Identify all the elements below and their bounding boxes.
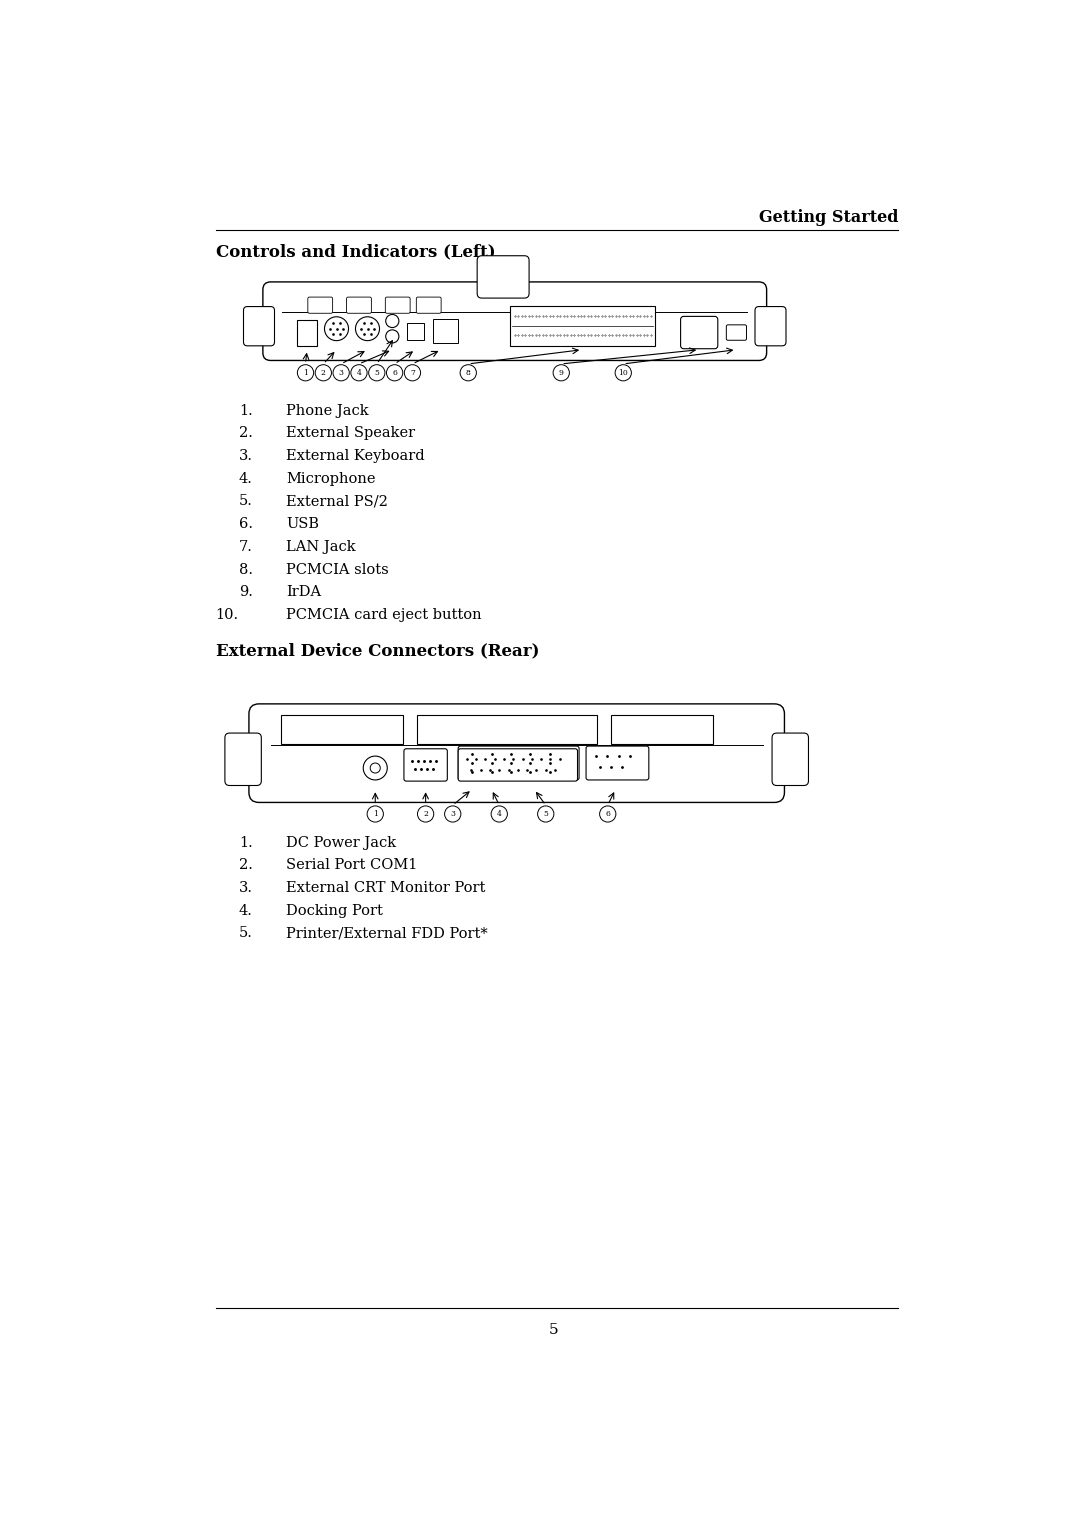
Text: 4.: 4. (239, 903, 253, 918)
FancyBboxPatch shape (477, 255, 529, 298)
Text: External Keyboard: External Keyboard (286, 449, 424, 463)
Text: 8.: 8. (239, 562, 253, 576)
Text: 9: 9 (558, 368, 564, 377)
Text: External Device Connectors (Rear): External Device Connectors (Rear) (216, 642, 540, 659)
Text: 4: 4 (356, 368, 362, 377)
FancyBboxPatch shape (416, 296, 441, 313)
FancyBboxPatch shape (243, 307, 274, 345)
Text: LAN Jack: LAN Jack (286, 539, 355, 553)
Text: 3: 3 (450, 810, 456, 817)
Text: 5: 5 (543, 810, 549, 817)
FancyBboxPatch shape (611, 715, 713, 744)
Text: 4: 4 (497, 810, 502, 817)
FancyBboxPatch shape (458, 749, 578, 781)
Text: 1: 1 (373, 810, 378, 817)
Text: Microphone: Microphone (286, 472, 376, 486)
Text: 9.: 9. (239, 585, 253, 599)
FancyBboxPatch shape (510, 306, 656, 345)
Text: 3.: 3. (239, 882, 253, 895)
Text: PCMCIA slots: PCMCIA slots (286, 562, 389, 576)
Text: 7: 7 (410, 368, 415, 377)
Text: 2: 2 (423, 810, 428, 817)
FancyBboxPatch shape (225, 733, 261, 785)
Text: 6: 6 (392, 368, 397, 377)
Text: 7.: 7. (239, 539, 253, 553)
Text: 8: 8 (465, 368, 471, 377)
Text: Getting Started: Getting Started (759, 209, 899, 226)
FancyBboxPatch shape (386, 296, 410, 313)
Text: Phone Jack: Phone Jack (286, 403, 368, 417)
Text: Printer/External FDD Port*: Printer/External FDD Port* (286, 926, 488, 940)
FancyBboxPatch shape (680, 316, 718, 348)
FancyBboxPatch shape (248, 704, 784, 802)
Text: DC Power Jack: DC Power Jack (286, 836, 396, 850)
Text: 3.: 3. (239, 449, 253, 463)
Text: 10: 10 (619, 368, 629, 377)
FancyBboxPatch shape (297, 321, 318, 347)
Text: External CRT Monitor Port: External CRT Monitor Port (286, 882, 486, 895)
FancyBboxPatch shape (772, 733, 809, 785)
FancyBboxPatch shape (407, 324, 424, 341)
Text: Docking Port: Docking Port (286, 903, 383, 918)
Text: 1: 1 (303, 368, 308, 377)
Text: Controls and Indicators (Left): Controls and Indicators (Left) (216, 243, 496, 260)
FancyBboxPatch shape (282, 715, 403, 744)
Text: 2.: 2. (239, 859, 253, 872)
FancyBboxPatch shape (347, 296, 372, 313)
Text: 2.: 2. (239, 426, 253, 440)
FancyBboxPatch shape (308, 296, 333, 313)
Text: PCMCIA card eject button: PCMCIA card eject button (286, 608, 482, 622)
FancyBboxPatch shape (727, 325, 746, 341)
FancyBboxPatch shape (433, 319, 458, 342)
Text: 5: 5 (549, 1323, 558, 1337)
Text: 1.: 1. (239, 836, 253, 850)
Text: IrDA: IrDA (286, 585, 321, 599)
Text: External Speaker: External Speaker (286, 426, 415, 440)
FancyBboxPatch shape (755, 307, 786, 345)
Text: 5: 5 (375, 368, 379, 377)
FancyBboxPatch shape (458, 746, 579, 779)
Text: 4.: 4. (239, 472, 253, 486)
Text: 2: 2 (321, 368, 326, 377)
FancyBboxPatch shape (262, 283, 767, 361)
FancyBboxPatch shape (404, 749, 447, 781)
Text: External PS/2: External PS/2 (286, 495, 388, 509)
FancyBboxPatch shape (586, 746, 649, 779)
Text: 3: 3 (339, 368, 343, 377)
Text: 6.: 6. (239, 516, 253, 532)
Text: USB: USB (286, 516, 319, 532)
Text: 10.: 10. (216, 608, 239, 622)
FancyBboxPatch shape (417, 715, 597, 744)
Text: 5.: 5. (239, 495, 253, 509)
Text: Serial Port COM1: Serial Port COM1 (286, 859, 418, 872)
Text: 5.: 5. (239, 926, 253, 940)
Text: 1.: 1. (239, 403, 253, 417)
Text: 6: 6 (605, 810, 610, 817)
